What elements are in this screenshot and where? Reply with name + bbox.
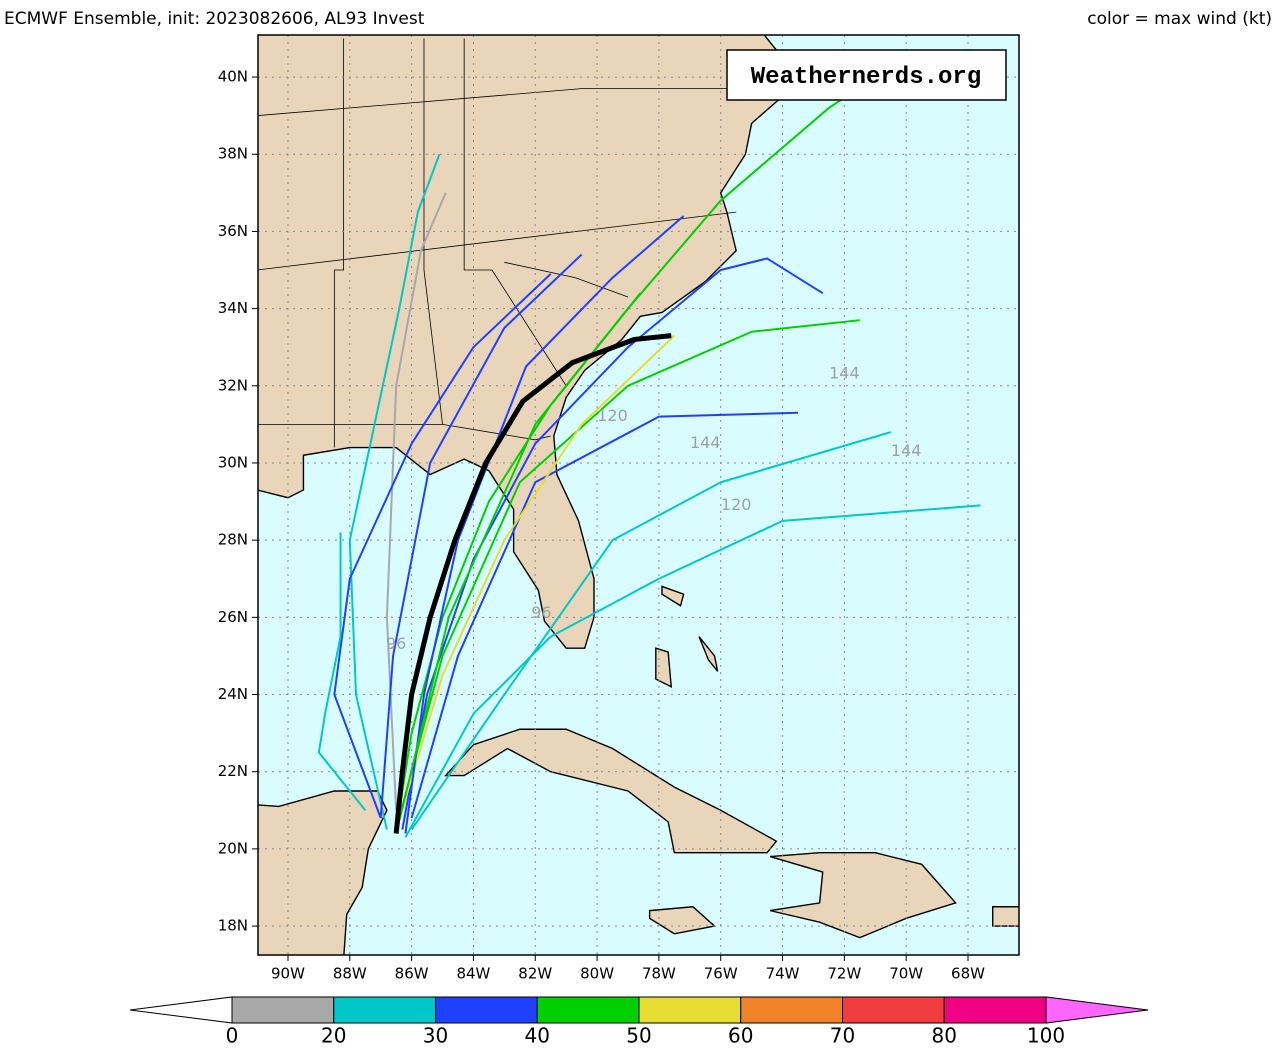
x-tick-label: 86W xyxy=(395,965,429,983)
y-tick-label: 30N xyxy=(218,453,248,471)
hour-label: 144 xyxy=(829,364,860,383)
land xyxy=(698,636,719,672)
colorbar-under xyxy=(129,996,233,1024)
hour-label: 120 xyxy=(597,406,628,425)
colorbar-label: 70 xyxy=(830,1024,855,1048)
colorbar-label: 80 xyxy=(932,1024,957,1048)
y-tick-label: 40N xyxy=(218,68,248,86)
x-tick-label: 70W xyxy=(889,965,923,983)
land xyxy=(258,35,784,649)
y-tick-label: 20N xyxy=(218,839,248,857)
border xyxy=(258,88,727,116)
colorbar-label: 0 xyxy=(226,1024,239,1048)
track xyxy=(333,273,552,819)
track xyxy=(379,253,583,819)
colorbar-over xyxy=(1045,996,1149,1024)
colorbar-label: 60 xyxy=(728,1024,753,1048)
hour-label: 144 xyxy=(891,441,922,460)
y-tick-label: 18N xyxy=(218,917,248,935)
title: ECMWF Ensemble, init: 2023082606, AL93 I… xyxy=(4,9,425,29)
border xyxy=(463,38,567,387)
colorbar-box xyxy=(740,996,843,1024)
colorbar-box xyxy=(435,996,538,1024)
colorbar-label: 20 xyxy=(321,1024,346,1048)
land xyxy=(655,647,673,688)
hour-label: 120 xyxy=(721,495,752,514)
frame xyxy=(257,34,1020,956)
x-tick-label: 80W xyxy=(580,965,614,983)
y-tick-label: 34N xyxy=(218,299,248,317)
x-tick-label: 68W xyxy=(951,965,985,983)
y-tick-label: 36N xyxy=(218,222,248,240)
colorbar-label: 50 xyxy=(626,1024,651,1048)
x-tick-label: 84W xyxy=(456,965,490,983)
colorbar-box xyxy=(943,996,1047,1024)
land xyxy=(444,728,778,854)
y-tick-label: 38N xyxy=(218,145,248,163)
colorbar-box xyxy=(231,996,335,1024)
track xyxy=(395,334,676,830)
track xyxy=(395,319,860,830)
track xyxy=(317,532,367,811)
x-tick-label: 74W xyxy=(766,965,800,983)
land xyxy=(258,790,388,955)
y-tick-label: 28N xyxy=(218,531,248,549)
track xyxy=(404,504,981,838)
x-tick-label: 78W xyxy=(642,965,676,983)
colorbar-box xyxy=(842,996,945,1024)
map-layer: 144 144 144 120 120 96 96 xyxy=(258,35,1019,955)
hour-label: 96 xyxy=(531,603,551,622)
x-tick-label: 88W xyxy=(333,965,367,983)
border xyxy=(258,211,737,271)
hour-label: 96 xyxy=(386,634,406,653)
watermark: Weathernerds.org xyxy=(751,64,981,91)
subtitle: color = max wind (kt) xyxy=(1087,9,1272,29)
x-tick-label: 72W xyxy=(827,965,861,983)
x-tick-label: 82W xyxy=(518,965,552,983)
land xyxy=(661,585,685,607)
colorbar-label: 30 xyxy=(423,1024,448,1048)
x-tick-label: 76W xyxy=(704,965,738,983)
track xyxy=(410,431,892,831)
x-tick-label: 90W xyxy=(271,965,305,983)
land xyxy=(648,906,717,935)
border xyxy=(504,261,629,298)
y-tick-label: 22N xyxy=(218,762,248,780)
track xyxy=(410,411,799,819)
y-tick-label: 24N xyxy=(218,685,248,703)
y-tick-label: 32N xyxy=(218,376,248,394)
mean-track xyxy=(393,333,672,834)
track xyxy=(385,192,447,811)
colorbar-box xyxy=(536,996,640,1024)
hour-label: 144 xyxy=(690,433,721,452)
colorbar-label: 40 xyxy=(525,1024,550,1048)
colorbar-label: 100 xyxy=(1027,1024,1065,1048)
colorbar-box xyxy=(333,996,436,1024)
watermark-box xyxy=(726,49,1007,101)
y-tick-label: 26N xyxy=(218,608,248,626)
track xyxy=(348,153,441,830)
colorbar-box xyxy=(638,996,742,1024)
land xyxy=(769,852,957,939)
border xyxy=(423,38,443,425)
land xyxy=(992,906,1019,927)
